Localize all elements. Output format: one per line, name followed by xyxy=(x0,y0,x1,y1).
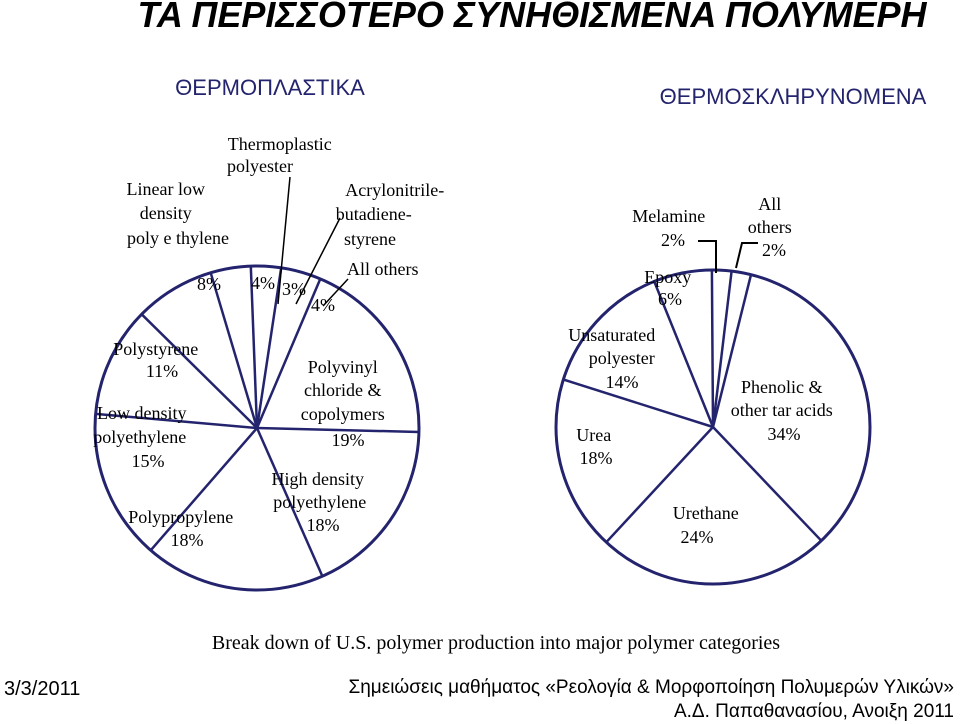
slice-label-melamine: Melamine 2% xyxy=(632,206,709,250)
thermoplastics-slice-boundary-4 xyxy=(149,427,258,552)
footer-date: 3/3/2011 xyxy=(4,678,81,700)
slice-label-epoxy: Epoxy 6% xyxy=(644,267,696,309)
leader-line-all-others-right xyxy=(735,242,758,269)
slice-value-lldpe: 8% xyxy=(197,274,221,294)
slice-label-hdpe: High density polyethylene 18% xyxy=(272,469,371,535)
footer-course-line2: Α.Δ. Παπαθανασίου, Ανοιξη 2011 xyxy=(673,701,954,722)
thermosets-slice-boundary-2 xyxy=(712,426,823,542)
thermoplastics-pie xyxy=(93,264,421,592)
leader-line-melamine xyxy=(698,240,717,273)
thermosets-slice-boundary-5 xyxy=(653,280,715,428)
slice-label-polystyrene: Polystyrene 11% xyxy=(113,339,203,381)
leader-line-thermoplastic-polyester xyxy=(277,176,291,305)
footer-course: Σημειώσεις μαθήματος «Ρεολογία & Μορφοπο… xyxy=(348,676,954,724)
thermoplastics-slice-boundary-7 xyxy=(209,272,259,429)
slice-label-abs: Acrylonitrile- butadiene- styrene xyxy=(336,180,449,249)
footer-course-line1: Σημειώσεις μαθήματος «Ρεολογία & Μορφοπο… xyxy=(348,677,954,698)
leader-line-all-others-left xyxy=(322,278,349,307)
slice-label-all-others-right: All others 2% xyxy=(748,194,797,260)
slice-label-urea: Urea 18% xyxy=(576,425,615,468)
thermosets-title: ΘΕΡΜΟΣΚΛΗΡΥΝΟΜΕΝΑ xyxy=(660,84,927,109)
slice-label-urethane: Urethane 24% xyxy=(673,503,743,547)
thermoplastics-slice-boundary-1 xyxy=(255,278,322,429)
thermosets-pie xyxy=(554,268,872,586)
thermosets-slice-boundary-4 xyxy=(562,378,714,429)
slice-label-ldpe: Low density polyethylene 15% xyxy=(93,403,191,471)
slice-label-lldpe: Linear low density poly e thylene xyxy=(127,179,229,248)
thermoplastics-slice-boundary-6 xyxy=(140,313,258,429)
slice-label-polypropylene: Polypropylene 18% xyxy=(128,507,238,550)
slice-value-thermoplastic-polyester: 4% xyxy=(251,273,275,293)
slice-label-all-others-left: All others xyxy=(347,259,419,279)
thermosets-slice-boundary-6 xyxy=(710,269,715,428)
thermosets-slice-boundary-1 xyxy=(711,274,753,428)
slice-label-phenolic: Phenolic & other tar acids 34% xyxy=(731,377,837,444)
slice-value-abs: 3% xyxy=(282,279,306,299)
thermoplastics-slice-boundary-2 xyxy=(256,426,420,434)
thermoplastics-slice-boundary-9 xyxy=(255,267,283,429)
thermoplastics-slice-boundary-3 xyxy=(255,427,324,577)
slice-label-unsaturated-polyester: Unsaturated polyester 14% xyxy=(568,325,659,392)
thermoplastics-slice-boundary-8 xyxy=(249,266,259,429)
slice-value-all-others-left: 4% xyxy=(311,295,335,315)
thermosets-slice-boundary-3 xyxy=(605,426,714,544)
leader-line-abs xyxy=(295,217,341,305)
slice-label-thermoplastic-polyester: Thermoplastic polyester xyxy=(227,134,336,176)
thermosets-slice-boundary-7 xyxy=(711,270,733,428)
thermoplastics-title: ΘΕΡΜΟΠΛΑΣΤΙΚΑ xyxy=(175,75,365,100)
slice-label-pvc: Polyvinyl chloride & copolymers 19% xyxy=(301,357,389,450)
thermoplastics-slice-boundary-5 xyxy=(95,412,258,430)
slide-title: ΤΑ ΠΕΡΙΣΣΟΤΕΡΟ ΣΥΝΗΘΙΣΜΕΝΑ ΠΟΛΥΜΕΡΗ xyxy=(137,0,927,35)
figure-caption: Break down of U.S. polymer production in… xyxy=(211,632,781,654)
